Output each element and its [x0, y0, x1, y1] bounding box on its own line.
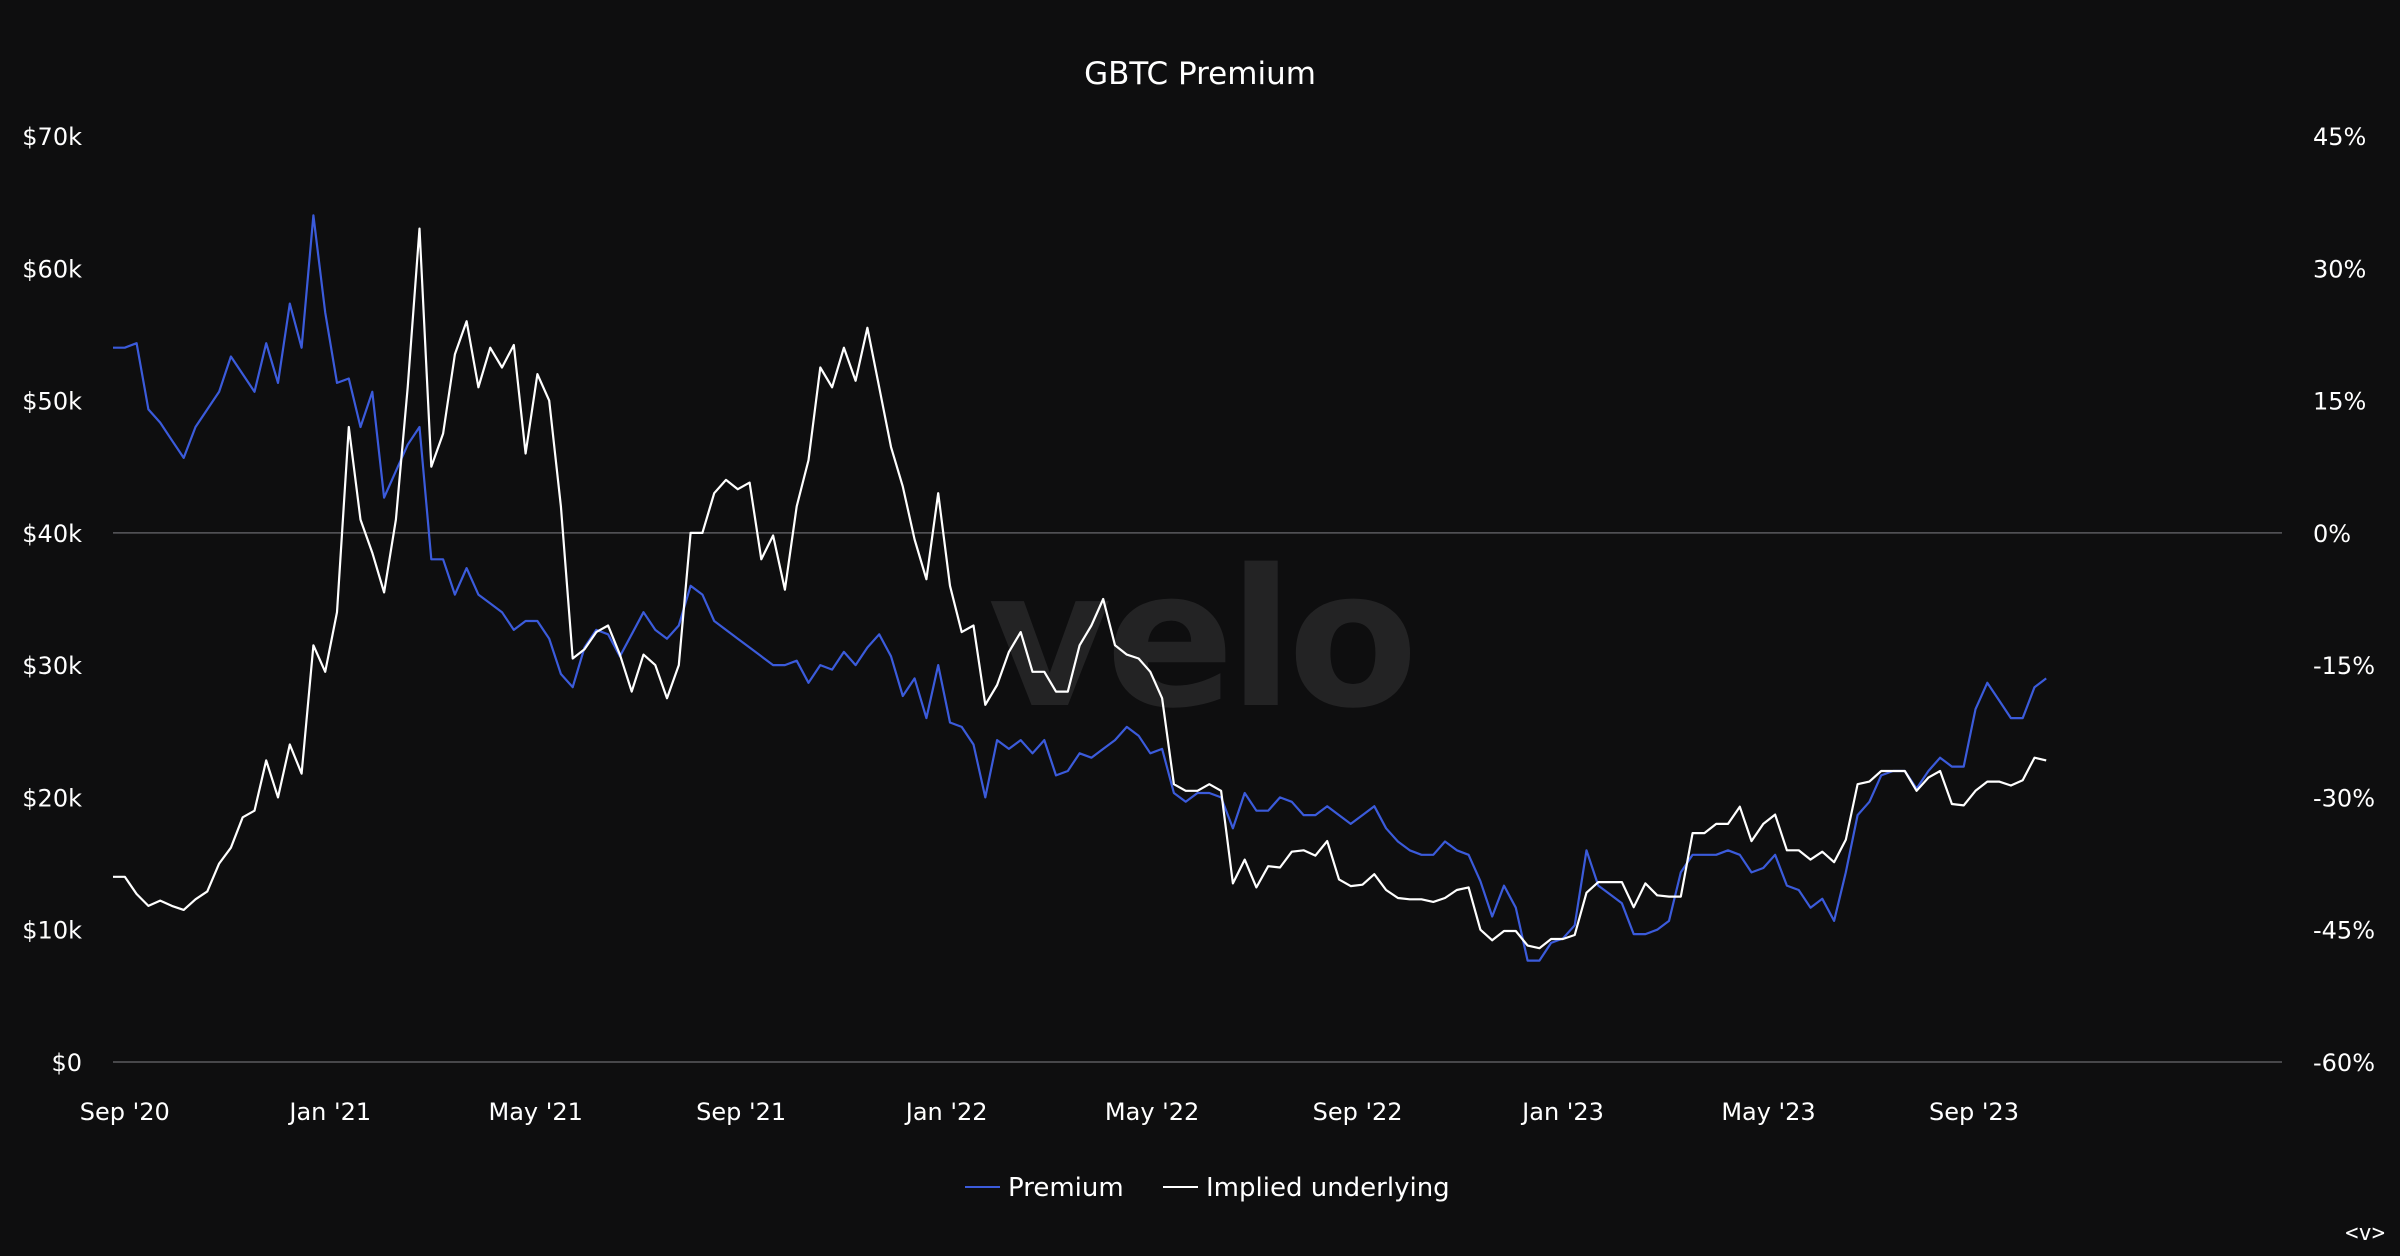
left-tick-label: $10k — [22, 917, 82, 945]
left-tick-label: $70k — [22, 123, 82, 151]
legend[interactable]: Premium Implied underlying — [965, 1173, 1450, 1203]
left-tick-label: $0 — [51, 1049, 82, 1077]
series-line-implied-underlying — [113, 227, 2047, 950]
right-tick-label: -45% — [2313, 917, 2375, 945]
x-tick-label: Sep '22 — [1313, 1098, 1403, 1126]
legend-label-implied-underlying[interactable]: Implied underlying — [1206, 1173, 1450, 1203]
right-tick-label: -60% — [2313, 1049, 2375, 1077]
right-tick-label: 45% — [2313, 123, 2366, 151]
right-y-axis: -60% -45% -30% -15% 0% 15% 30% 45% — [2313, 123, 2375, 1077]
right-tick-label: 0% — [2313, 520, 2351, 548]
x-tick-label: May '21 — [489, 1098, 583, 1126]
gridlines — [113, 532, 2282, 1063]
left-y-axis: $0 $10k $20k $30k $40k $50k $60k $70k — [22, 123, 82, 1077]
x-tick-label: Jan '21 — [287, 1098, 371, 1126]
x-tick-label: May '23 — [1721, 1098, 1815, 1126]
x-tick-label: Sep '20 — [80, 1098, 170, 1126]
x-tick-label: May '22 — [1105, 1098, 1199, 1126]
legend-item-implied-underlying[interactable]: Implied underlying — [1163, 1173, 1450, 1203]
right-tick-label: 30% — [2313, 255, 2366, 283]
left-tick-label: $40k — [22, 520, 82, 548]
left-tick-label: $50k — [22, 388, 82, 416]
x-tick-label: Jan '23 — [1520, 1098, 1604, 1126]
x-tick-label: Sep '21 — [696, 1098, 786, 1126]
series-line-premium — [113, 214, 2047, 962]
velo-watermark: velo — [988, 529, 1412, 750]
left-tick-label: $60k — [22, 255, 82, 283]
right-tick-label: 15% — [2313, 388, 2366, 416]
x-axis: Sep '20 Jan '21 May '21 Sep '21 Jan '22 May '… — [80, 1098, 2019, 1126]
navigation-arrows-icon[interactable]: <v> — [2345, 1221, 2385, 1246]
right-tick-label: -15% — [2313, 652, 2375, 680]
x-tick-label: Jan '22 — [904, 1098, 988, 1126]
legend-item-premium[interactable]: Premium — [965, 1173, 1124, 1203]
chart-title: GBTC Premium — [1084, 56, 1316, 92]
x-tick-label: Sep '23 — [1929, 1098, 2019, 1126]
left-tick-label: $30k — [22, 652, 82, 680]
legend-label-premium[interactable]: Premium — [1008, 1173, 1124, 1203]
series-layer — [113, 214, 2047, 962]
right-tick-label: -30% — [2313, 784, 2375, 812]
left-tick-label: $20k — [22, 784, 82, 812]
